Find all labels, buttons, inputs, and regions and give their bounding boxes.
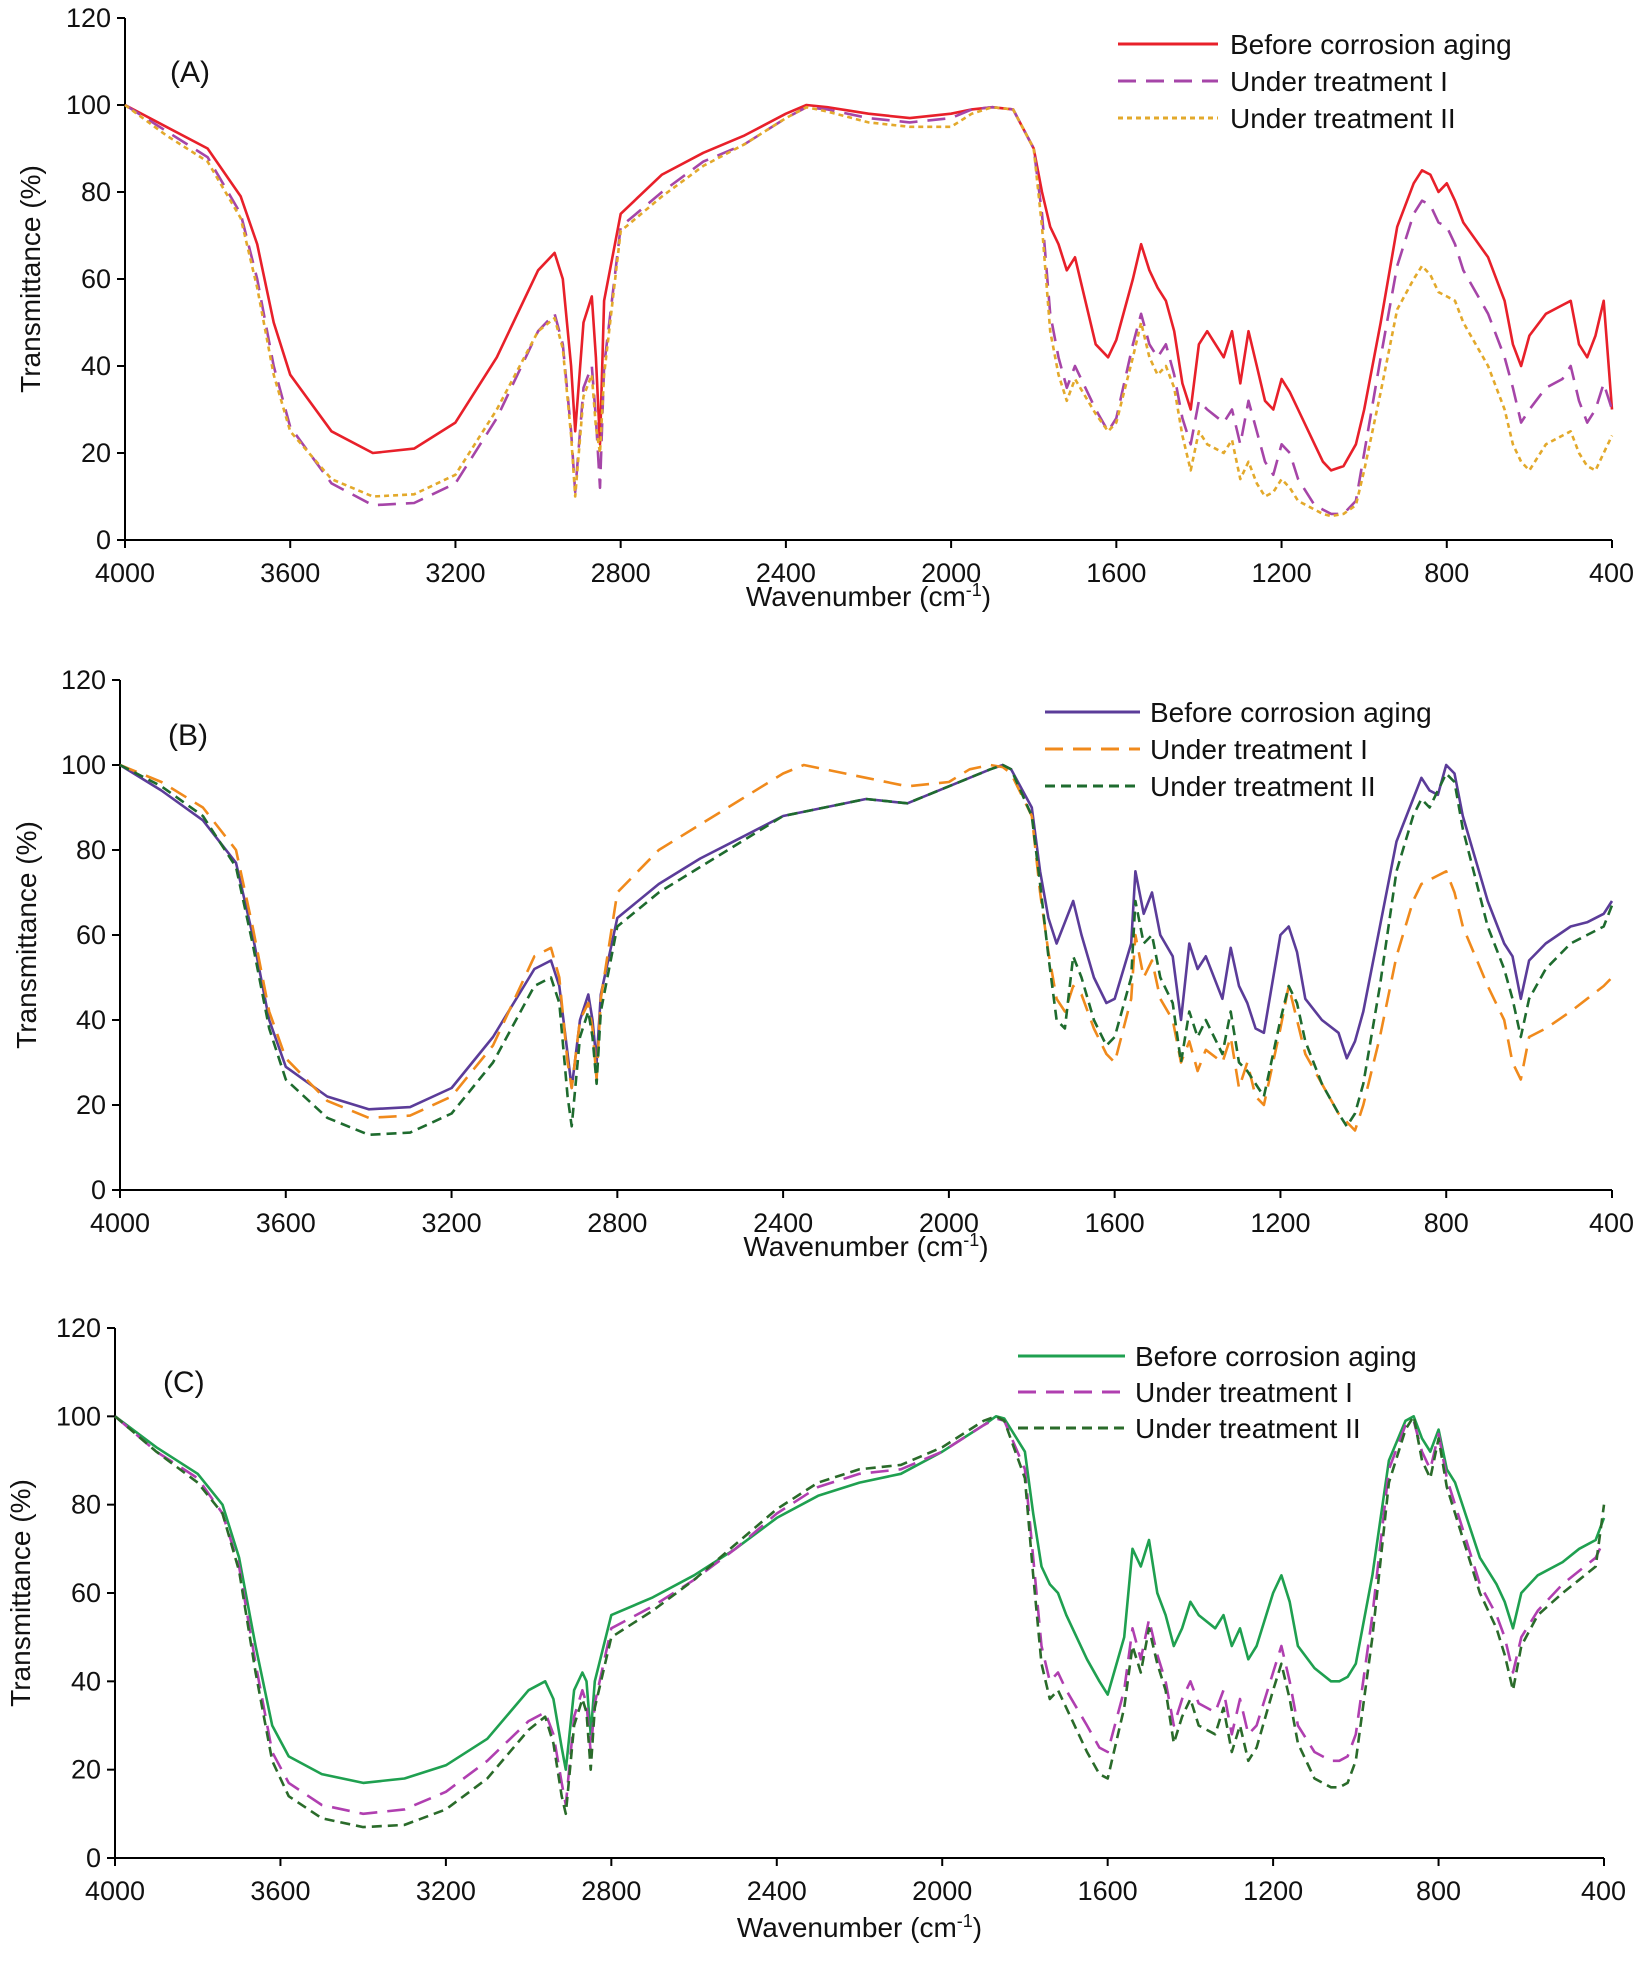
legend-label: Under treatment II xyxy=(1230,103,1456,134)
y-tick-label: 0 xyxy=(96,525,111,555)
legend-label: Before corrosion aging xyxy=(1150,697,1432,728)
y-tick-label: 20 xyxy=(81,438,111,468)
x-tick-label: 400 xyxy=(1589,558,1634,588)
y-tick-label: 100 xyxy=(66,90,111,120)
x-tick-label: 3600 xyxy=(250,1876,310,1906)
series-line-1 xyxy=(119,763,1614,1111)
x-axis-title-sup: -1 xyxy=(963,1230,979,1250)
x-tick-label: 2400 xyxy=(747,1876,807,1906)
y-tick-label: 40 xyxy=(71,1666,101,1696)
x-axis-title-text: Wavenumber (cm xyxy=(737,1912,957,1943)
x-axis-title-sup: -1 xyxy=(957,1911,973,1931)
x-tick-label: 4000 xyxy=(90,1208,150,1238)
x-tick-label: 2800 xyxy=(581,1876,641,1906)
x-tick-label: 400 xyxy=(1581,1876,1626,1906)
x-axis-title-sup: -1 xyxy=(966,580,982,600)
x-axis-title-close: ) xyxy=(979,1231,988,1262)
series-line-2 xyxy=(114,1415,1606,1816)
series-line-3 xyxy=(114,1415,1606,1829)
y-tick-label: 120 xyxy=(66,3,111,33)
series-line-1 xyxy=(124,103,1614,472)
series-line-2 xyxy=(119,763,1613,1132)
y-tick-label: 80 xyxy=(71,1490,101,1520)
legend-label: Under treatment I xyxy=(1150,734,1368,765)
panel-c: 0 20 40 60 80 100 120 4000 3600 3200 2800 2400 2000 1… xyxy=(5,1313,1626,1943)
y-tick-label: 0 xyxy=(91,1175,106,1205)
y-tick-label: 60 xyxy=(76,920,106,950)
legend-label: Before corrosion aging xyxy=(1230,29,1512,60)
x-axis-title: Wavenumber (cm-1) xyxy=(737,1911,982,1943)
x-tick-label: 2800 xyxy=(591,558,651,588)
x-tick-label: 1200 xyxy=(1250,1208,1310,1238)
y-tick-label: 120 xyxy=(56,1313,101,1343)
x-axis-title-text: Wavenumber (cm xyxy=(743,1231,963,1262)
x-tick-label: 2000 xyxy=(919,1208,979,1238)
y-tick-label: 100 xyxy=(61,750,106,780)
y-tick-label: 60 xyxy=(81,264,111,294)
x-tick-label: 800 xyxy=(1424,558,1469,588)
x-axis-title-close: ) xyxy=(973,1912,982,1943)
x-tick-label: 1600 xyxy=(1086,558,1146,588)
y-tick-label: 100 xyxy=(56,1401,101,1431)
x-tick-label: 2400 xyxy=(756,558,816,588)
y-tick-label: 60 xyxy=(71,1578,101,1608)
y-tick-label: 40 xyxy=(81,351,111,381)
legend-label: Under treatment I xyxy=(1135,1377,1353,1408)
y-tick-label: 20 xyxy=(76,1090,106,1120)
series-line-2 xyxy=(124,103,1614,516)
x-tick-label: 1600 xyxy=(1078,1876,1138,1906)
x-tick-label: 4000 xyxy=(95,558,155,588)
y-axis-title: Transmittance (%) xyxy=(11,821,42,1049)
y-tick-label: 80 xyxy=(76,835,106,865)
panel-label: (A) xyxy=(170,56,210,89)
panel-label: (C) xyxy=(163,1366,205,1399)
panel-label: (B) xyxy=(168,719,208,752)
x-axis-title-text: Wavenumber (cm xyxy=(746,581,966,612)
panel-b: 0 20 40 60 80 100 120 4000 3600 3200 2800 2400 2000 1… xyxy=(11,665,1634,1262)
legend-label: Under treatment I xyxy=(1230,66,1448,97)
y-tick-label: 20 xyxy=(71,1755,101,1785)
x-axis-title-close: ) xyxy=(982,581,991,612)
legend-label: Under treatment II xyxy=(1150,771,1376,802)
x-tick-label: 3200 xyxy=(425,558,485,588)
x-tick-label: 3200 xyxy=(422,1208,482,1238)
x-axis-title: Wavenumber (cm-1) xyxy=(743,1230,988,1262)
x-tick-label: 800 xyxy=(1416,1876,1461,1906)
x-tick-label: 2800 xyxy=(587,1208,647,1238)
series-line-3 xyxy=(119,763,1614,1137)
legend-label: Under treatment II xyxy=(1135,1413,1361,1444)
x-tick-label: 1200 xyxy=(1243,1876,1303,1906)
series-line-3 xyxy=(124,103,1614,518)
y-tick-label: 0 xyxy=(86,1843,101,1873)
y-axis-title: Transmittance (%) xyxy=(5,1479,36,1707)
x-tick-label: 3600 xyxy=(260,558,320,588)
x-tick-label: 2000 xyxy=(912,1876,972,1906)
x-tick-label: 3200 xyxy=(416,1876,476,1906)
x-tick-label: 400 xyxy=(1589,1208,1634,1238)
x-tick-label: 4000 xyxy=(85,1876,145,1906)
legend-label: Before corrosion aging xyxy=(1135,1341,1417,1372)
x-axis-title: Wavenumber (cm-1) xyxy=(746,580,991,612)
x-tick-label: 1200 xyxy=(1252,558,1312,588)
y-axis-title: Transmittance (%) xyxy=(15,165,46,393)
y-tick-label: 120 xyxy=(61,665,106,695)
x-tick-label: 3600 xyxy=(256,1208,316,1238)
y-tick-label: 40 xyxy=(76,1005,106,1035)
panel-a: 0 20 40 60 80 100 120 4000 3600 3200 2800 2400 2000 1… xyxy=(15,3,1634,612)
x-tick-label: 2400 xyxy=(753,1208,813,1238)
x-tick-label: 1600 xyxy=(1085,1208,1145,1238)
x-tick-label: 2000 xyxy=(921,558,981,588)
series-line-1 xyxy=(114,1415,1606,1785)
y-tick-label: 80 xyxy=(81,177,111,207)
x-tick-label: 800 xyxy=(1424,1208,1469,1238)
